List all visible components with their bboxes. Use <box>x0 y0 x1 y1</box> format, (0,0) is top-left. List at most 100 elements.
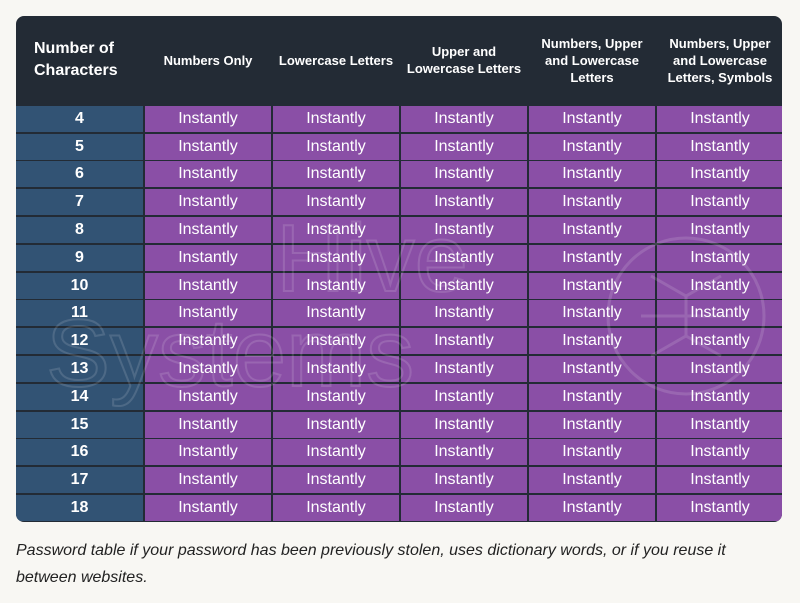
table-row: 16 Instantly Instantly Instantly Instantly In… <box>16 439 782 466</box>
table-row: 10 Instantly Instantly Instantly Instantly In… <box>16 272 782 299</box>
cell-lowercase: Instantly <box>273 272 399 299</box>
cell-upper-lower: Instantly <box>401 244 527 271</box>
cell-lowercase: Instantly <box>273 383 399 410</box>
row-label-characters: 5 <box>16 133 143 160</box>
row-label-characters: 9 <box>16 244 143 271</box>
row-label-characters: 8 <box>16 216 143 243</box>
cell-upper-lower: Instantly <box>401 105 527 132</box>
cell-numbers-only: Instantly <box>145 439 271 466</box>
cell-upper-lower: Instantly <box>401 161 527 188</box>
cell-numbers-only: Instantly <box>145 494 271 521</box>
row-label-characters: 14 <box>16 383 143 410</box>
cell-lowercase: Instantly <box>273 189 399 216</box>
cell-numbers-upper-lower: Instantly <box>529 300 655 327</box>
cell-numbers-upper-lower: Instantly <box>529 161 655 188</box>
cell-numbers-upper-lower: Instantly <box>529 244 655 271</box>
cell-numbers-upper-lower-symbols: Instantly <box>657 133 782 160</box>
cell-numbers-only: Instantly <box>145 244 271 271</box>
table-row: 11 Instantly Instantly Instantly Instantly In… <box>16 300 782 327</box>
cell-lowercase: Instantly <box>273 494 399 521</box>
column-header-characters: Number of Characters <box>34 40 118 79</box>
cell-numbers-upper-lower-symbols: Instantly <box>657 105 782 132</box>
cell-numbers-upper-lower: Instantly <box>529 494 655 521</box>
cell-upper-lower: Instantly <box>401 216 527 243</box>
cell-upper-lower: Instantly <box>401 189 527 216</box>
cell-numbers-only: Instantly <box>145 105 271 132</box>
cell-numbers-upper-lower-symbols: Instantly <box>657 244 782 271</box>
table-body: 4 Instantly Instantly Instantly Instantly Ins… <box>16 104 782 521</box>
table-row: 12 Instantly Instantly Instantly Instantly In… <box>16 328 782 355</box>
cell-lowercase: Instantly <box>273 411 399 438</box>
cell-lowercase: Instantly <box>273 467 399 494</box>
cell-lowercase: Instantly <box>273 328 399 355</box>
cell-numbers-only: Instantly <box>145 411 271 438</box>
cell-numbers-only: Instantly <box>145 328 271 355</box>
row-label-characters: 6 <box>16 161 143 188</box>
cell-numbers-upper-lower-symbols: Instantly <box>657 494 782 521</box>
cell-numbers-only: Instantly <box>145 133 271 160</box>
cell-numbers-upper-lower-symbols: Instantly <box>657 411 782 438</box>
table-row: 6 Instantly Instantly Instantly Instantly Ins… <box>16 161 782 188</box>
table-row: 17 Instantly Instantly Instantly Instantly In… <box>16 467 782 494</box>
column-header-numbers-upper-lower: Numbers, Upper and Lowercase Letters <box>541 35 643 85</box>
row-label-characters: 12 <box>16 328 143 355</box>
cell-upper-lower: Instantly <box>401 328 527 355</box>
row-label-characters: 15 <box>16 411 143 438</box>
column-header-upper-lower: Upper and Lowercase Letters <box>406 44 522 76</box>
table-row: 7 Instantly Instantly Instantly Instantly Ins… <box>16 189 782 216</box>
cell-lowercase: Instantly <box>273 133 399 160</box>
cell-numbers-upper-lower-symbols: Instantly <box>657 383 782 410</box>
column-header-numbers-only: Numbers Only <box>163 52 253 68</box>
row-label-characters: 17 <box>16 467 143 494</box>
table-row: 9 Instantly Instantly Instantly Instantly Ins… <box>16 244 782 271</box>
cell-numbers-only: Instantly <box>145 272 271 299</box>
cell-upper-lower: Instantly <box>401 411 527 438</box>
cell-upper-lower: Instantly <box>401 494 527 521</box>
cell-numbers-upper-lower-symbols: Instantly <box>657 272 782 299</box>
row-label-characters: 13 <box>16 355 143 382</box>
cell-lowercase: Instantly <box>273 244 399 271</box>
cell-lowercase: Instantly <box>273 439 399 466</box>
password-table: Number of Characters Numbers Only Lowerc… <box>16 16 782 522</box>
cell-numbers-only: Instantly <box>145 189 271 216</box>
cell-upper-lower: Instantly <box>401 133 527 160</box>
cell-numbers-only: Instantly <box>145 161 271 188</box>
cell-upper-lower: Instantly <box>401 467 527 494</box>
cell-numbers-upper-lower-symbols: Instantly <box>657 355 782 382</box>
table-row: 18 Instantly Instantly Instantly Instantly In… <box>16 494 782 521</box>
cell-numbers-upper-lower: Instantly <box>529 272 655 299</box>
cell-numbers-upper-lower: Instantly <box>529 439 655 466</box>
cell-lowercase: Instantly <box>273 355 399 382</box>
row-label-characters: 11 <box>16 300 143 327</box>
cell-numbers-upper-lower: Instantly <box>529 467 655 494</box>
cell-numbers-upper-lower: Instantly <box>529 355 655 382</box>
cell-numbers-upper-lower-symbols: Instantly <box>657 467 782 494</box>
table-row: 14 Instantly Instantly Instantly Instantly In… <box>16 383 782 410</box>
row-label-characters: 16 <box>16 439 143 466</box>
cell-numbers-upper-lower: Instantly <box>529 216 655 243</box>
column-header-numbers-upper-lower-symbols: Numbers, Upper and Lowercase Letters, Sy… <box>667 35 773 85</box>
cell-numbers-upper-lower: Instantly <box>529 105 655 132</box>
cell-numbers-upper-lower-symbols: Instantly <box>657 300 782 327</box>
cell-upper-lower: Instantly <box>401 383 527 410</box>
table-row: 5 Instantly Instantly Instantly Instantly Ins… <box>16 133 782 160</box>
cell-numbers-only: Instantly <box>145 467 271 494</box>
cell-numbers-upper-lower: Instantly <box>529 133 655 160</box>
column-header-lowercase: Lowercase Letters <box>278 52 394 68</box>
cell-numbers-only: Instantly <box>145 216 271 243</box>
row-label-characters: 4 <box>16 105 143 132</box>
table-header: Number of Characters Numbers Only Lowerc… <box>16 16 782 104</box>
row-label-characters: 10 <box>16 272 143 299</box>
cell-numbers-upper-lower-symbols: Instantly <box>657 161 782 188</box>
cell-lowercase: Instantly <box>273 216 399 243</box>
cell-upper-lower: Instantly <box>401 300 527 327</box>
cell-numbers-only: Instantly <box>145 383 271 410</box>
cell-upper-lower: Instantly <box>401 439 527 466</box>
cell-numbers-upper-lower: Instantly <box>529 189 655 216</box>
table-row: 4 Instantly Instantly Instantly Instantly Ins… <box>16 105 782 132</box>
cell-numbers-only: Instantly <box>145 355 271 382</box>
cell-numbers-upper-lower-symbols: Instantly <box>657 216 782 243</box>
cell-numbers-upper-lower-symbols: Instantly <box>657 439 782 466</box>
row-label-characters: 7 <box>16 189 143 216</box>
cell-upper-lower: Instantly <box>401 272 527 299</box>
